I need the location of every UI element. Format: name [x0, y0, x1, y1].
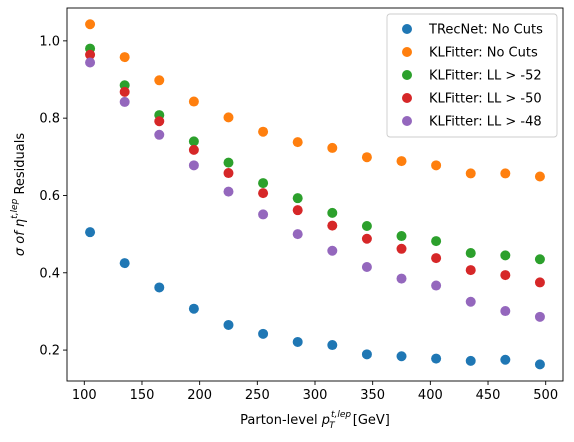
legend-label: KLFitter: LL > -48 [429, 115, 542, 130]
x-tick-label: 500 [533, 388, 558, 403]
data-point [362, 234, 372, 244]
data-point [466, 248, 476, 258]
data-point [120, 258, 130, 268]
data-point [362, 152, 372, 162]
y-tick-label: 0.4 [39, 266, 60, 281]
data-point [293, 205, 303, 215]
legend-label: KLFitter: LL > -52 [429, 69, 542, 84]
x-axis-label: Parton-level pt,lep T [GeV] [240, 410, 390, 431]
data-point [397, 274, 407, 284]
data-point [466, 297, 476, 307]
data-point [189, 136, 199, 146]
data-point [535, 254, 545, 264]
data-point [258, 127, 268, 137]
data-point [500, 270, 510, 280]
legend-label: KLFitter: No Cuts [429, 46, 538, 61]
data-point [189, 97, 199, 107]
data-point [154, 116, 164, 126]
data-point [223, 320, 233, 330]
data-point [535, 312, 545, 322]
data-point [500, 250, 510, 260]
y-tick-label: 1.0 [39, 34, 60, 49]
data-point [431, 354, 441, 364]
legend-label: TRecNet: No Cuts [428, 23, 543, 38]
data-point [535, 172, 545, 182]
data-point [362, 349, 372, 359]
legend-label: KLFitter: LL > -50 [429, 92, 542, 107]
data-point [431, 236, 441, 246]
data-point [258, 188, 268, 198]
legend: TRecNet: No Cuts KLFitter: No Cuts KLFitte… [387, 14, 557, 137]
data-point [466, 168, 476, 178]
x-tick-label: 150 [130, 388, 155, 403]
x-tick-label: 100 [72, 388, 97, 403]
data-point [293, 137, 303, 147]
data-point [362, 221, 372, 231]
x-tick-label: 450 [476, 388, 501, 403]
data-point [327, 143, 337, 153]
data-point [397, 351, 407, 361]
data-point [397, 231, 407, 241]
y-axis-label: σ of ηt,lep Residuals [10, 133, 28, 256]
data-point [154, 282, 164, 292]
legend-marker [402, 47, 412, 57]
data-point [154, 130, 164, 140]
data-point [293, 337, 303, 347]
data-point [293, 193, 303, 203]
data-point [223, 112, 233, 122]
legend-marker [402, 24, 412, 34]
x-tick-label: 250 [245, 388, 270, 403]
data-point [154, 75, 164, 85]
data-point [223, 168, 233, 178]
data-point [500, 355, 510, 365]
x-tick-label: 400 [418, 388, 443, 403]
legend-marker [402, 93, 412, 103]
x-tick-label: 300 [303, 388, 328, 403]
data-point [223, 187, 233, 197]
data-point [85, 19, 95, 29]
y-axis-ticks: 0.2 0.4 0.6 0.8 1.0 [39, 34, 67, 358]
data-point [189, 145, 199, 155]
data-point [120, 87, 130, 97]
x-tick-label: 200 [187, 388, 212, 403]
data-point [535, 277, 545, 287]
data-point [397, 156, 407, 166]
data-point [431, 281, 441, 291]
data-point [85, 58, 95, 68]
data-point [362, 262, 372, 272]
x-axis-ticks: 100 150 200 250 300 350 400 450 500 [72, 381, 558, 403]
data-point [223, 158, 233, 168]
data-point [466, 265, 476, 275]
y-tick-label: 0.6 [39, 189, 60, 204]
data-point [189, 304, 199, 314]
data-point [120, 97, 130, 107]
data-point [500, 306, 510, 316]
data-point [327, 221, 337, 231]
y-tick-label: 0.2 [39, 344, 60, 359]
series-0 [85, 227, 545, 369]
x-tick-label: 350 [360, 388, 385, 403]
data-point [535, 359, 545, 369]
data-point [466, 356, 476, 366]
data-point [327, 208, 337, 218]
data-point [500, 168, 510, 178]
legend-marker [402, 70, 412, 80]
data-point [397, 244, 407, 254]
data-point [189, 160, 199, 170]
legend-marker [402, 116, 412, 126]
y-tick-label: 0.8 [39, 112, 60, 127]
data-point [258, 329, 268, 339]
data-point [258, 209, 268, 219]
data-point [258, 178, 268, 188]
data-point [120, 52, 130, 62]
data-point [431, 160, 441, 170]
data-point [431, 253, 441, 263]
data-point [293, 229, 303, 239]
data-point [327, 340, 337, 350]
data-point [85, 227, 95, 237]
data-point [327, 246, 337, 256]
